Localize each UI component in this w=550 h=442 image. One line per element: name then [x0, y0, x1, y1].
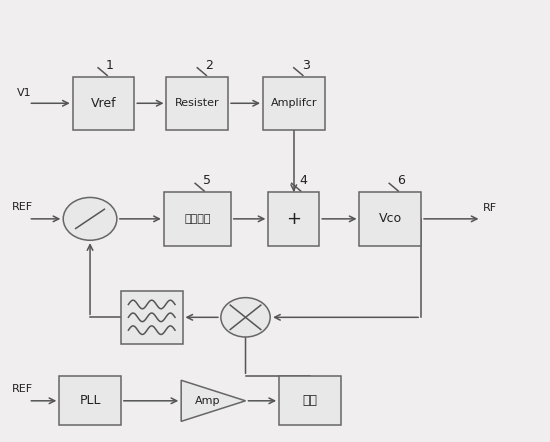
Text: PLL: PLL: [79, 394, 101, 408]
Text: 4: 4: [300, 174, 307, 187]
Text: Vco: Vco: [379, 212, 402, 225]
Text: REF: REF: [12, 202, 34, 212]
Text: 1: 1: [106, 59, 114, 72]
Text: Amplifcr: Amplifcr: [271, 98, 317, 108]
Text: REF: REF: [12, 384, 34, 394]
Text: 2: 2: [205, 59, 213, 72]
Polygon shape: [181, 380, 245, 421]
Text: 5: 5: [203, 174, 211, 187]
Bar: [360, 192, 421, 246]
Circle shape: [63, 198, 117, 240]
Circle shape: [221, 297, 270, 337]
Bar: [164, 192, 231, 246]
Text: Amp: Amp: [195, 396, 221, 406]
Text: RF: RF: [483, 203, 497, 213]
Bar: [73, 76, 134, 130]
Bar: [121, 290, 183, 344]
Text: Vref: Vref: [91, 97, 116, 110]
Bar: [59, 376, 121, 425]
Text: 环路运放: 环路运放: [184, 214, 211, 224]
Text: 3: 3: [301, 59, 310, 72]
Text: 滤波: 滤波: [302, 394, 317, 408]
Bar: [167, 76, 228, 130]
Text: Resister: Resister: [175, 98, 219, 108]
Bar: [279, 376, 340, 425]
Text: +: +: [286, 210, 301, 228]
Text: V1: V1: [16, 88, 31, 98]
Bar: [263, 76, 324, 130]
Bar: [268, 192, 319, 246]
Text: 6: 6: [397, 174, 405, 187]
